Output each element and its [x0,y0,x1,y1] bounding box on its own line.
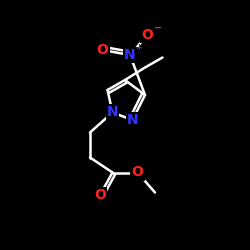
Text: O: O [132,166,143,179]
Text: N: N [107,106,118,120]
Text: N: N [127,113,138,127]
Text: O: O [96,43,108,57]
Text: O: O [94,188,106,202]
Text: O: O [142,28,154,42]
Text: +: + [136,42,142,51]
Text: −: − [154,23,162,33]
Text: N: N [124,48,136,62]
